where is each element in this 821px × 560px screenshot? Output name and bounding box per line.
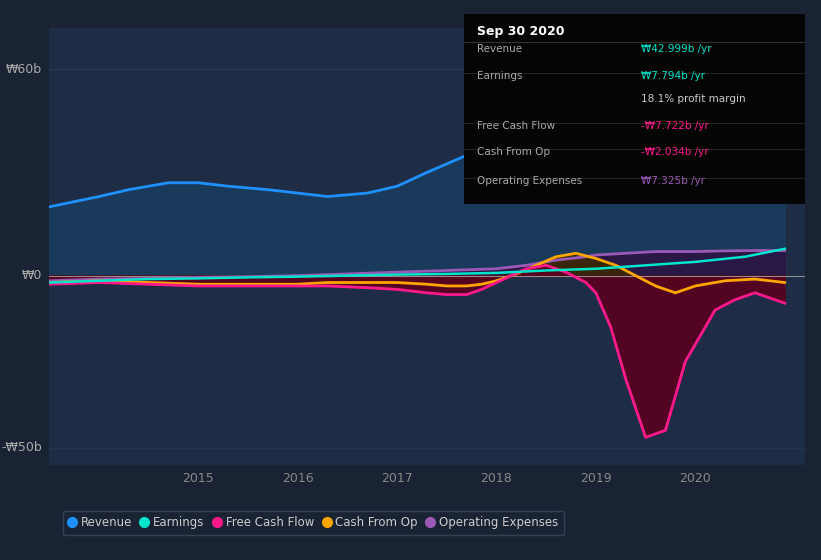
- Text: 18.1% profit margin: 18.1% profit margin: [641, 94, 745, 104]
- Text: Revenue: Revenue: [478, 44, 523, 54]
- Text: ₩0: ₩0: [21, 269, 42, 282]
- Legend: Revenue, Earnings, Free Cash Flow, Cash From Op, Operating Expenses: Revenue, Earnings, Free Cash Flow, Cash …: [63, 511, 564, 535]
- Text: ₩7.325b /yr: ₩7.325b /yr: [641, 176, 705, 186]
- Text: ₩60b: ₩60b: [6, 63, 42, 76]
- Text: -₩2.034b /yr: -₩2.034b /yr: [641, 147, 709, 157]
- Text: -₩7.722b /yr: -₩7.722b /yr: [641, 120, 709, 130]
- Text: -₩50b: -₩50b: [1, 441, 42, 454]
- Text: Sep 30 2020: Sep 30 2020: [478, 25, 565, 39]
- Text: Free Cash Flow: Free Cash Flow: [478, 120, 556, 130]
- Text: ₩7.794b /yr: ₩7.794b /yr: [641, 71, 705, 81]
- Text: ₩42.999b /yr: ₩42.999b /yr: [641, 44, 712, 54]
- Text: Cash From Op: Cash From Op: [478, 147, 551, 157]
- Text: Earnings: Earnings: [478, 71, 523, 81]
- Text: Operating Expenses: Operating Expenses: [478, 176, 583, 186]
